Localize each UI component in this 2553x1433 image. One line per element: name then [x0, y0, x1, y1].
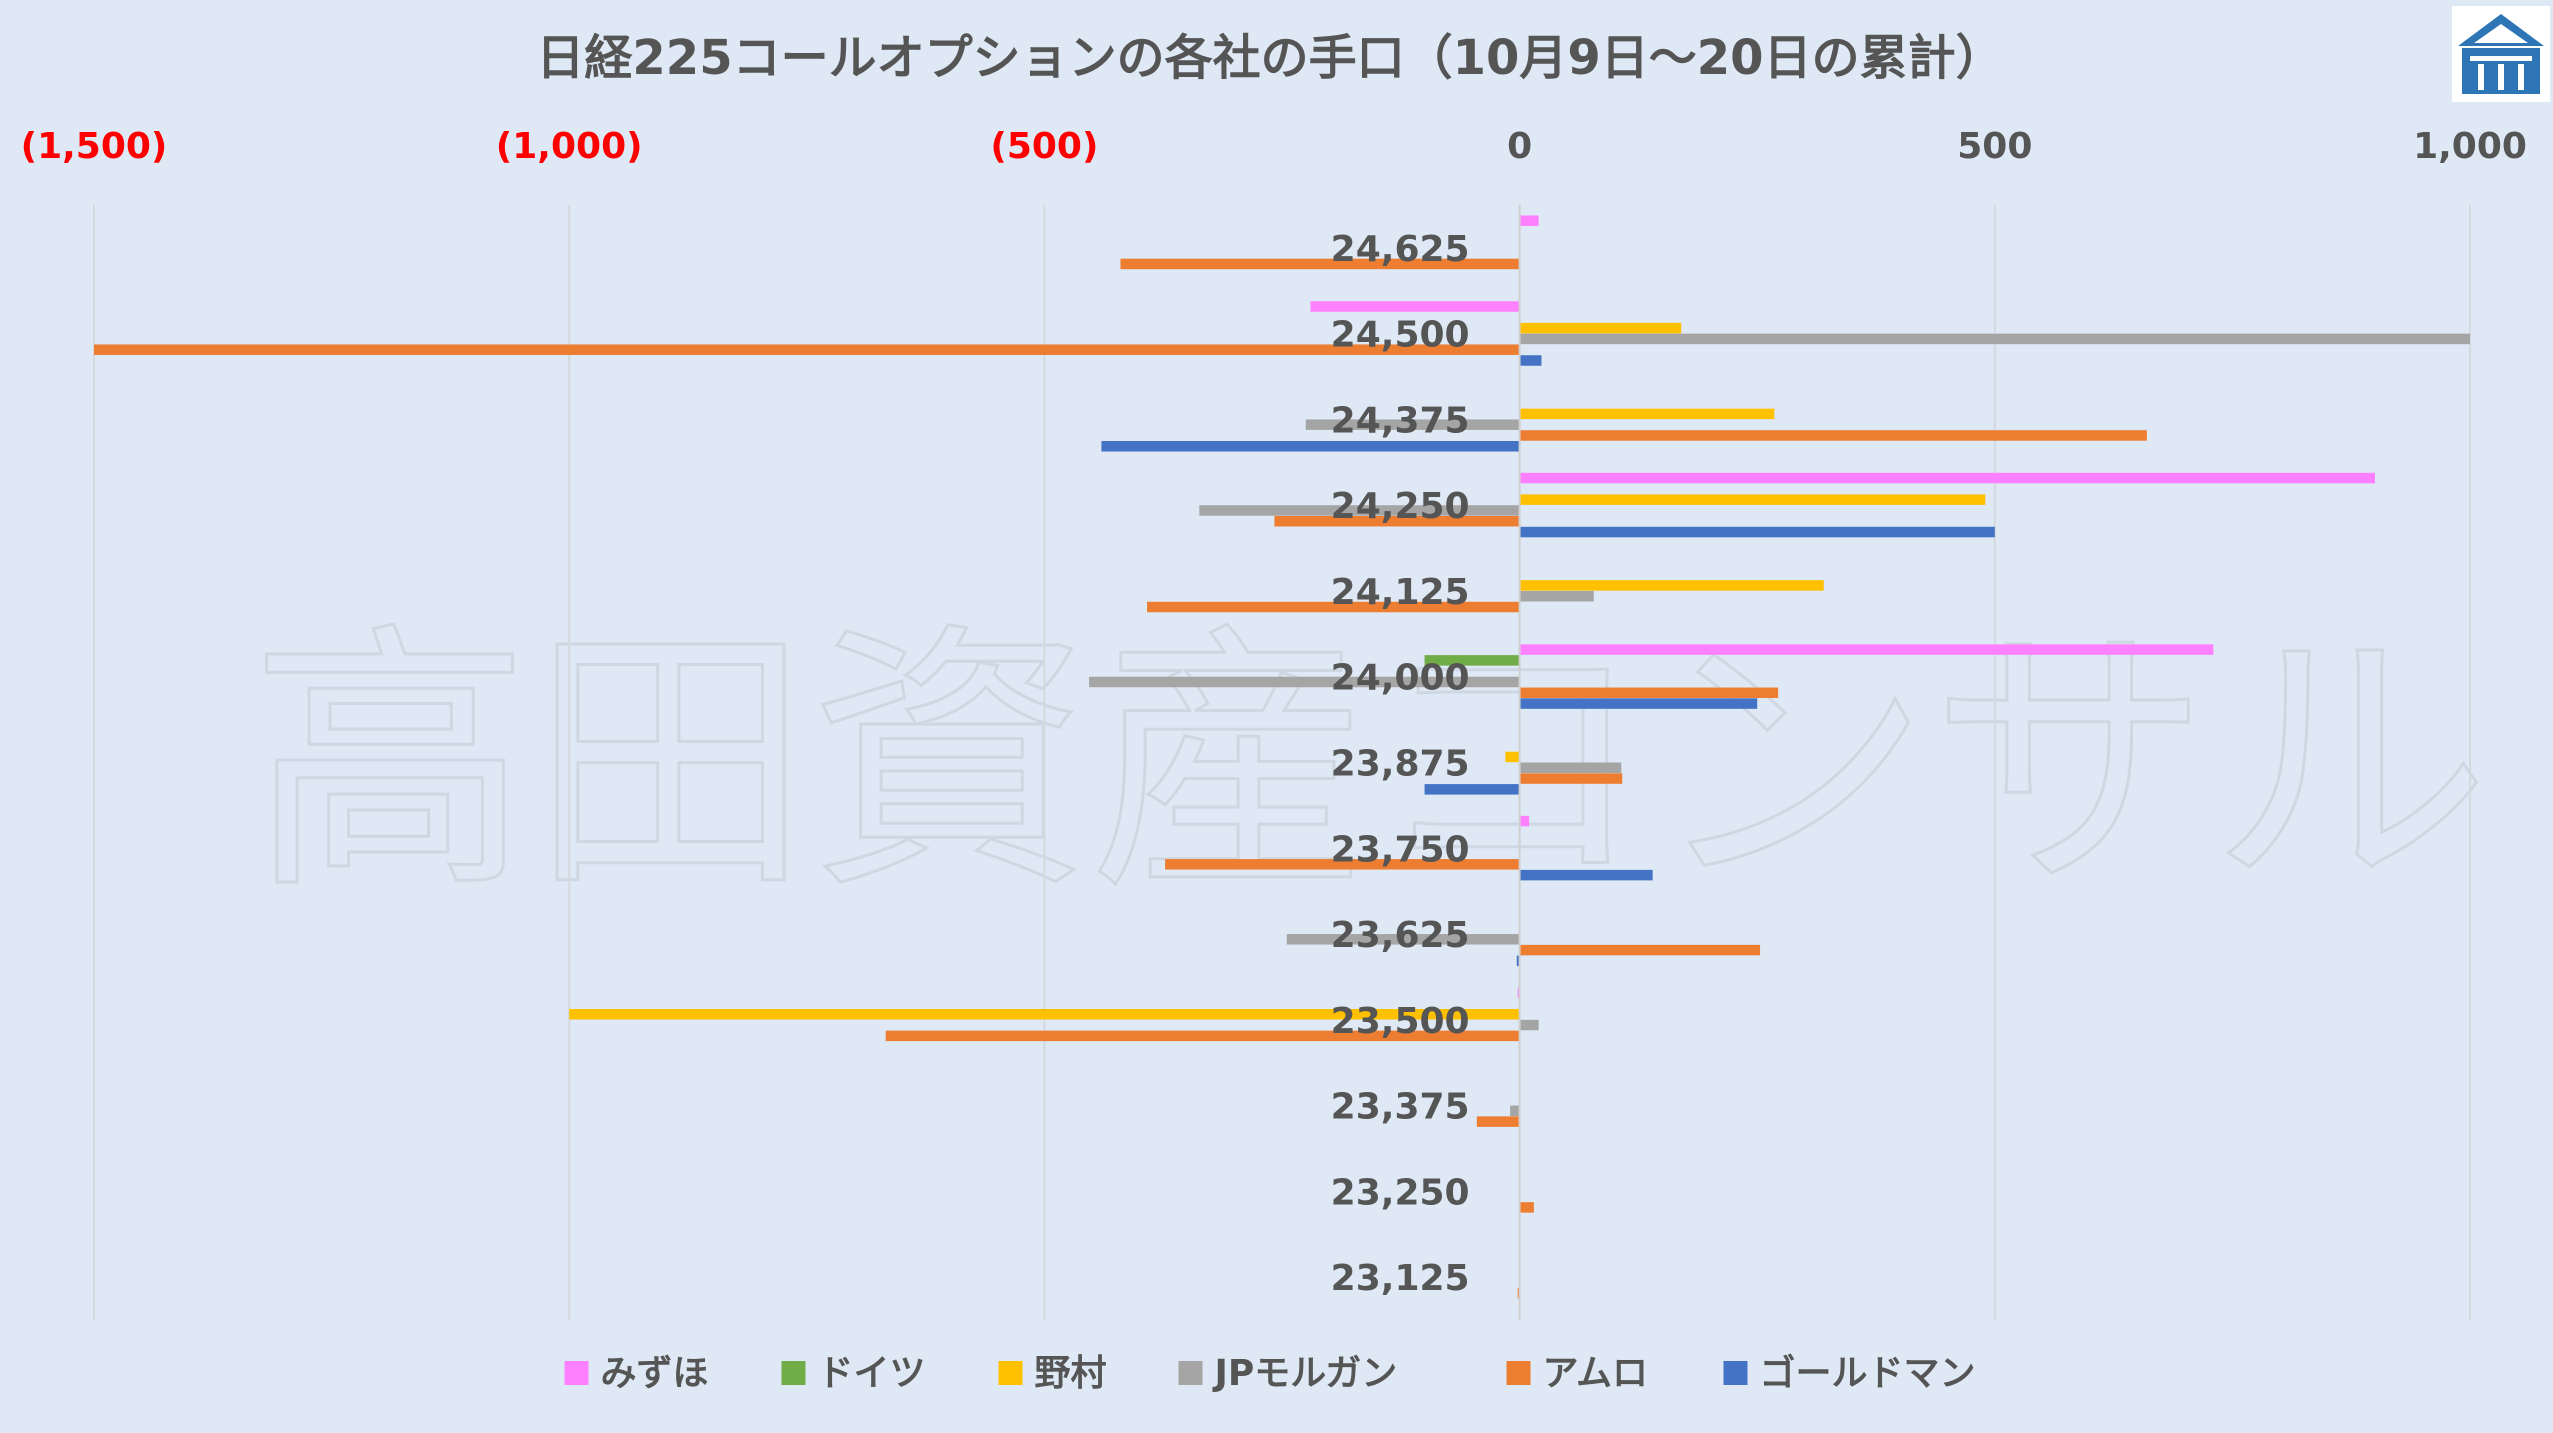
bar: [1424, 655, 1520, 666]
x-tick-label: 0: [1507, 126, 1532, 167]
x-tick-labels: (1,500) (1,000) (500) 0 500 1,000: [21, 126, 2527, 167]
legend-label: アムロ: [1543, 1353, 1648, 1394]
x-tick-label: (1,500): [21, 126, 168, 167]
bar: [1519, 215, 1539, 226]
legend-label: ゴールドマン: [1760, 1352, 1976, 1394]
legend-label: ドイツ: [818, 1353, 926, 1394]
x-tick-label: 500: [1957, 126, 2032, 167]
legend-swatch: [781, 1361, 806, 1385]
bar: [1519, 430, 2147, 441]
bar: [1519, 762, 1622, 773]
bar: [1519, 590, 1594, 602]
category-label: 24,500: [1331, 315, 1470, 356]
bar: [1519, 644, 2214, 655]
legend-label: JPモルガン: [1212, 1353, 1398, 1394]
bar: [1305, 419, 1520, 430]
bar: [1516, 955, 1520, 967]
bar: [1519, 1202, 1534, 1213]
legend: みずほ ドイツ 野村 JPモルガン アムロ ゴールドマン: [564, 1352, 1976, 1394]
legend-swatch: [564, 1361, 589, 1385]
bar: [1519, 580, 1824, 591]
category-label: 24,375: [1331, 400, 1470, 441]
bar: [1101, 441, 1520, 452]
category-label: 23,625: [1331, 915, 1470, 956]
x-tick-label: (1,000): [496, 126, 643, 167]
category-label: 23,750: [1331, 829, 1470, 870]
legend-swatch: [998, 1361, 1023, 1385]
bar: [1089, 676, 1520, 688]
bar: [1519, 698, 1758, 709]
bars-group: [94, 215, 2470, 1299]
bar: [1505, 751, 1520, 763]
bar: [1147, 601, 1520, 613]
legend-swatch: [1178, 1361, 1203, 1385]
bar: [1519, 526, 1995, 538]
bar: [1519, 333, 2470, 345]
bar: [1424, 784, 1520, 795]
category-label: 23,375: [1331, 1087, 1470, 1128]
bar: [94, 344, 1520, 355]
bar: [885, 1030, 1520, 1042]
bar: [1476, 1116, 1520, 1127]
legend-swatch: [1506, 1361, 1531, 1385]
bar: [1120, 258, 1520, 270]
category-label: 24,625: [1331, 229, 1470, 270]
bar: [569, 1009, 1520, 1020]
bar: [1519, 472, 2375, 484]
x-tick-label: (500): [990, 126, 1098, 167]
category-labels: 24,625 24,500 24,375 24,250 24,125 24,000 23,8…: [1331, 229, 1470, 1299]
category-label: 24,250: [1331, 486, 1470, 527]
bar: [1519, 815, 1530, 827]
bar: [1519, 944, 1761, 956]
bar: [1199, 505, 1520, 516]
bar: [1274, 515, 1520, 527]
bar: [1519, 494, 1986, 505]
legend-label: みずほ: [601, 1353, 709, 1394]
bar: [1519, 687, 1779, 699]
takata-logo-icon: [2452, 6, 2550, 102]
category-label: 23,500: [1331, 1001, 1470, 1042]
bar: [1286, 934, 1520, 945]
bar: [1519, 408, 1775, 420]
legend-label: 野村: [1035, 1353, 1107, 1394]
category-label: 23,250: [1331, 1172, 1470, 1213]
category-label: 23,875: [1331, 744, 1470, 785]
bar: [1310, 301, 1520, 312]
bar: [1519, 322, 1682, 334]
bar: [1519, 1019, 1539, 1031]
chart-title: 日経225コールオプションの各社の手口（10月9日～20日の累計）: [536, 30, 2003, 86]
bar: [1519, 869, 1653, 881]
bar: [1165, 859, 1520, 870]
category-label: 24,000: [1331, 658, 1470, 699]
legend-swatch: [1723, 1361, 1748, 1385]
category-label: 24,125: [1331, 572, 1470, 613]
bar: [1519, 355, 1542, 366]
category-label: 23,125: [1331, 1258, 1470, 1299]
x-tick-label: 1,000: [2413, 126, 2527, 167]
bar: [1519, 773, 1623, 784]
bar: [1510, 1105, 1520, 1117]
